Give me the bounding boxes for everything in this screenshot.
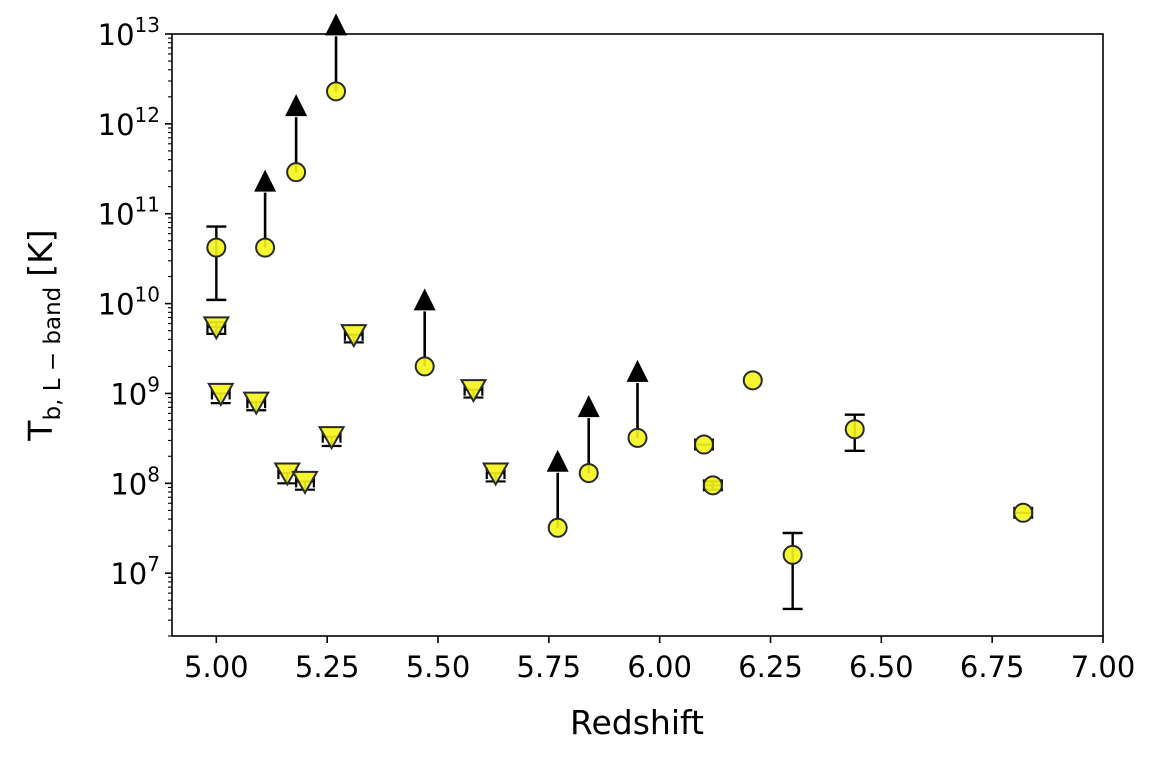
data-point-circle — [286, 162, 307, 183]
data-point-triangle — [481, 462, 510, 487]
data-point-triangle — [291, 470, 319, 495]
y-tick-label: 1012 — [98, 103, 160, 142]
data-point-circle — [694, 434, 714, 455]
data-point-circle — [578, 463, 599, 484]
x-tick-label: 7.00 — [1071, 650, 1136, 684]
y-tick-label: 1011 — [98, 193, 160, 232]
y-tick-label: 107 — [110, 552, 160, 591]
plot-frame — [171, 33, 1104, 637]
x-tick-label: 5.25 — [295, 650, 360, 684]
data-point-triangle — [340, 324, 368, 349]
marks-layer — [202, 13, 1034, 611]
data-point-triangle — [207, 382, 235, 407]
data-point-circle — [742, 370, 763, 391]
x-tick-label: 6.50 — [849, 650, 914, 684]
lower-limit-arrowhead — [413, 288, 436, 311]
data-point-circle — [782, 544, 803, 565]
data-point-triangle — [202, 316, 231, 341]
x-tick-label: 5.75 — [517, 650, 582, 684]
data-point-triangle — [459, 379, 488, 404]
x-tick-label: 6.25 — [738, 650, 803, 684]
axes-layer: 5.00 5.25 5.50 5.75 6.00 6.25 6.50 6.75 7.00 107 1… — [98, 13, 1136, 684]
y-tick-label: 1010 — [98, 283, 160, 322]
x-tick-label: 5.00 — [184, 650, 249, 684]
data-point-triangle — [242, 391, 270, 416]
data-point-circle — [255, 237, 276, 258]
data-point-circle — [1013, 502, 1034, 523]
data-point-circle — [326, 81, 347, 102]
lower-limit-arrowhead — [577, 395, 600, 418]
y-axis-label-main: T — [21, 420, 60, 442]
data-point-circle — [702, 475, 723, 496]
lower-limit-arrowhead — [285, 94, 308, 117]
lower-limit-arrowhead — [546, 449, 569, 472]
y-axis-label-subscript: b, L − band — [40, 287, 66, 421]
lower-limit-arrowhead — [626, 359, 649, 382]
data-point-circle — [414, 356, 435, 377]
data-point-circle — [206, 237, 227, 258]
x-tick-label: 5.50 — [406, 650, 471, 684]
y-tick-label: 109 — [110, 372, 160, 411]
lower-limit-arrowhead — [254, 169, 277, 192]
lower-limit-arrowhead — [325, 13, 348, 36]
data-point-circle — [844, 419, 865, 440]
data-point-circle — [627, 427, 648, 448]
data-point-circle — [547, 517, 568, 538]
x-axis-label: Redshift — [570, 703, 704, 742]
y-axis-label-unit: [K] — [21, 229, 60, 276]
x-tick-label: 6.00 — [627, 650, 692, 684]
x-tick-label: 6.75 — [960, 650, 1025, 684]
y-axis-label: Tb, L − band [K] — [21, 229, 66, 441]
y-tick-label: 108 — [110, 462, 160, 501]
y-tick-label: 1013 — [98, 13, 160, 52]
data-point-triangle — [317, 426, 346, 451]
